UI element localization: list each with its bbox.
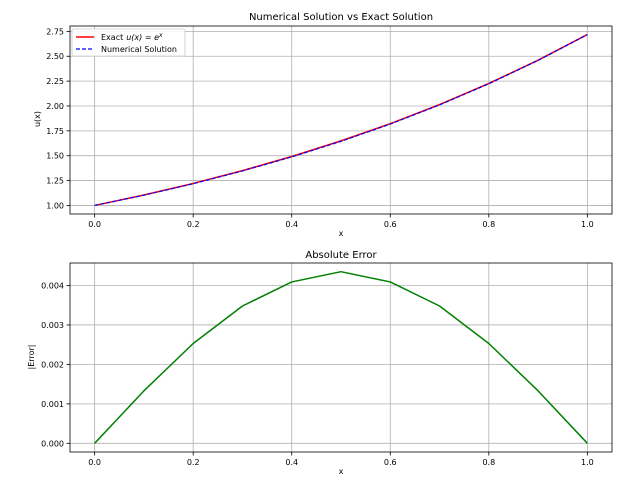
legend-label-exact: Exact u(x) = ex bbox=[101, 32, 163, 42]
solution-ticks: 0.0 0.2 0.4 0.6 0.8 1.0 1.00 1.25 1.50 1.75 2.00 2.… bbox=[46, 27, 594, 229]
solution-x-tick-label: 0.8 bbox=[482, 220, 495, 229]
solution-x-tick-label: 0.6 bbox=[384, 220, 397, 229]
solution-y-tick-label: 1.50 bbox=[46, 152, 64, 161]
solution-y-tick-label: 1.75 bbox=[46, 127, 64, 136]
error-y-tick-label: 0.001 bbox=[41, 400, 64, 409]
error-x-axis-label: x bbox=[339, 467, 344, 476]
solution-x-tick-label: 0.2 bbox=[187, 220, 200, 229]
solution-y-tick-label: 1.25 bbox=[46, 177, 64, 186]
error-y-axis-label: |Error| bbox=[27, 345, 36, 370]
solution-y-tick-label: 2.75 bbox=[46, 27, 64, 36]
error-y-tick-label: 0.004 bbox=[41, 281, 64, 290]
legend: Exact u(x) = ex Numerical Solution bbox=[71, 28, 186, 57]
solution-x-axis-label: x bbox=[339, 229, 344, 238]
solution-x-tick-label: 1.0 bbox=[581, 220, 594, 229]
error-plot-frame bbox=[69, 262, 613, 453]
solution-y-axis-label: u(x) bbox=[33, 111, 42, 127]
error-series-line-0 bbox=[94, 270, 588, 444]
error-y-tick-label: 0.003 bbox=[41, 321, 64, 330]
solution-chart-title: Numerical Solution vs Exact Solution bbox=[249, 12, 433, 23]
error-y-tick-label: 0.000 bbox=[41, 439, 64, 448]
error-chart: Absolute Error 0.0 0.2 0.4 0.6 0.8 1.00.0000.… bbox=[27, 250, 613, 476]
solution-chart: Numerical Solution vs Exact Solution 0.0… bbox=[33, 12, 613, 238]
solution-y-tick-label: 1.00 bbox=[46, 201, 64, 210]
error-series bbox=[94, 270, 588, 444]
legend-box bbox=[71, 28, 186, 57]
solution-y-tick-label: 2.00 bbox=[46, 102, 64, 111]
solution-x-tick-label: 0.0 bbox=[88, 220, 101, 229]
error-ticks: 0.0 0.2 0.4 0.6 0.8 1.0 0.000 0.001 0.002 0.003 0.… bbox=[41, 281, 594, 467]
solution-series bbox=[94, 33, 588, 207]
solution-x-tick-label: 0.4 bbox=[285, 220, 298, 229]
solution-y-tick-label: 2.25 bbox=[46, 77, 64, 86]
error-x-tick-label: 0.6 bbox=[384, 458, 397, 467]
error-x-tick-label: 0.2 bbox=[187, 458, 200, 467]
error-x-tick-label: 0.8 bbox=[482, 458, 495, 467]
error-x-tick-label: 0.4 bbox=[285, 458, 298, 467]
error-x-tick-label: 1.0 bbox=[581, 458, 594, 467]
error-chart-title: Absolute Error bbox=[305, 250, 377, 261]
solution-plot-frame bbox=[69, 25, 613, 215]
solution-y-tick-label: 2.50 bbox=[46, 52, 64, 61]
legend-label-numerical: Numerical Solution bbox=[101, 45, 177, 54]
solution-series-line-1 bbox=[94, 34, 588, 207]
error-grid bbox=[70, 263, 612, 452]
error-y-tick-label: 0.002 bbox=[41, 360, 64, 369]
error-x-tick-label: 0.0 bbox=[88, 458, 101, 467]
